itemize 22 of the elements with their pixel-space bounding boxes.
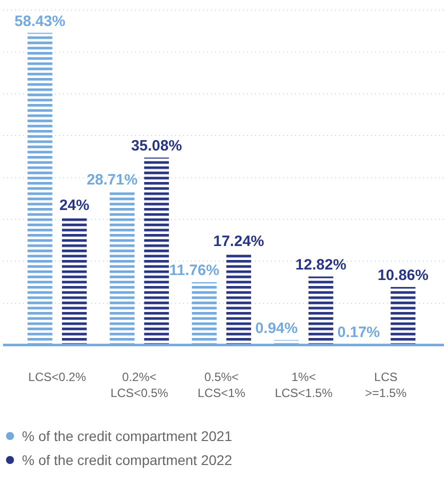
legend-label: % of the credit compartment 2022 [22,452,232,468]
data-label: 28.71% [86,172,138,189]
x-tick-label: 1%< LCS<1.5% [274,370,333,400]
data-label: 17.24% [213,232,264,250]
legend-label: % of the credit compartment 2021 [22,428,232,444]
bar [226,252,252,345]
bar [144,158,169,345]
x-tick-label: 0.2%< LCS<0.5% [110,370,169,400]
x-tick-label: LCS<0.2% [28,370,86,384]
data-label: 35.08% [131,138,182,155]
bar [390,286,416,345]
data-label: 10.86% [378,266,428,284]
data-label: 11.76% [169,262,220,280]
data-label: 12.82% [295,256,346,274]
data-label: 24% [59,196,90,214]
bar [308,276,334,345]
bar [62,216,87,345]
data-label: 58.43% [14,12,66,30]
data-label: 0.17% [337,324,380,342]
x-tick-label: 0.5%< LCS<1% [198,370,246,400]
data-label: 0.94% [255,320,298,337]
x-tick-label: LCS >=1.5% [365,370,407,400]
